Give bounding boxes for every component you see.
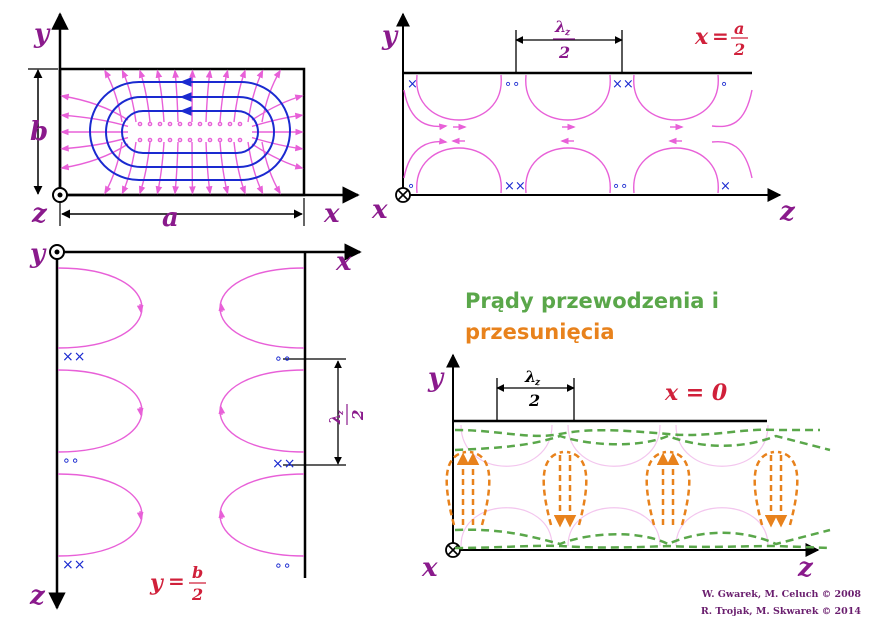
currents-x-zero-panel: y x z λ z 2 x = 0 — [421, 353, 831, 583]
top-view-y-half-panel: y x z λ z 2 y = b 2 ×× ∘∘ ∘∘ ×× ×× ∘∘ — [29, 239, 367, 611]
y-axis-label: y — [381, 21, 399, 51]
faint-field-arcs — [460, 424, 769, 547]
cross-section-panel: y x z b a — [28, 12, 360, 233]
x-axis-label: x — [371, 195, 388, 225]
lambda-denominator: 2 — [349, 410, 367, 421]
credit-line-2: R. Trojak, M. Skwarek © 2014 — [700, 606, 861, 617]
svg-text:=: = — [712, 24, 729, 48]
svg-text:∘∘: ∘∘ — [62, 453, 80, 469]
plane-lhs: y — [149, 570, 165, 596]
dimension-b-label: b — [30, 117, 48, 147]
electric-field-arcs — [57, 267, 305, 557]
svg-text:××: ×× — [62, 349, 85, 365]
svg-text:∘∘: ∘∘ — [274, 558, 292, 574]
title-line-1: Prądy przewodzenia i — [465, 289, 719, 313]
svg-text:×: × — [407, 77, 418, 92]
plane-lhs: x — [694, 24, 709, 50]
plane-denominator: 2 — [733, 40, 745, 59]
svg-text:××: ×× — [62, 557, 85, 573]
lambda-subscript: z — [534, 378, 541, 388]
electric-field-arcs — [403, 74, 753, 194]
title-line-2: przesunięcia — [465, 320, 615, 344]
y-axis-label: y — [29, 239, 47, 269]
z-axis-label: z — [779, 197, 796, 227]
plane-numerator: a — [734, 19, 744, 38]
x-axis-label: x — [421, 553, 438, 583]
plane-denominator: 2 — [191, 585, 203, 604]
lambda-denominator: 2 — [558, 43, 570, 62]
plane-label: x = 0 — [664, 380, 728, 406]
magnetic-field-loops — [89, 77, 291, 181]
lambda-symbol: λ — [524, 367, 536, 386]
current-markers: ×× ∘∘ ∘∘ ×× ×× ∘∘ — [62, 349, 295, 574]
svg-text:∘∘: ∘∘ — [612, 179, 628, 194]
svg-text:××: ×× — [272, 456, 295, 472]
z-axis-label: z — [797, 553, 814, 583]
z-axis-label: z — [31, 199, 48, 229]
x-axis-label: x — [323, 199, 340, 229]
y-axis-label: y — [427, 363, 445, 393]
svg-text:××: ×× — [612, 77, 634, 92]
lambda-subscript: z — [564, 28, 571, 38]
displacement-current-loops — [445, 450, 799, 528]
panel-title: Prądy przewodzenia i przesunięcia — [465, 286, 719, 348]
svg-text:∘: ∘ — [407, 179, 415, 194]
svg-text:××: ×× — [504, 179, 526, 194]
credit-line-1: W. Gwarek, M. Celuch © 2008 — [702, 589, 861, 600]
conduction-current-lines — [454, 428, 831, 550]
svg-text:∘∘: ∘∘ — [504, 77, 520, 92]
lambda-symbol: λ — [326, 413, 344, 425]
current-markers: × ∘∘ ×× ∘ ∘ ×× ∘∘ × — [407, 77, 731, 194]
svg-text:=: = — [168, 569, 185, 593]
plane-numerator: b — [192, 563, 203, 582]
x-axis-label: x — [335, 247, 352, 277]
svg-text:∘: ∘ — [720, 77, 728, 92]
lambda-denominator: 2 — [528, 391, 540, 410]
lambda-symbol: λ — [554, 17, 566, 36]
electric-field-lines — [60, 69, 304, 195]
y-axis-label: y — [33, 19, 51, 49]
waveguide-rect — [58, 67, 306, 197]
svg-text:×: × — [720, 179, 731, 194]
lambda-subscript: z — [335, 410, 345, 416]
svg-text:∘∘: ∘∘ — [274, 351, 292, 367]
dimension-a-label: a — [162, 203, 179, 233]
side-view-x-half-panel: y z x λ z 2 x = a 2 × ∘∘ ×× ∘ ∘ ×× ∘∘ × — [371, 12, 796, 227]
z-axis-label: z — [29, 581, 46, 611]
